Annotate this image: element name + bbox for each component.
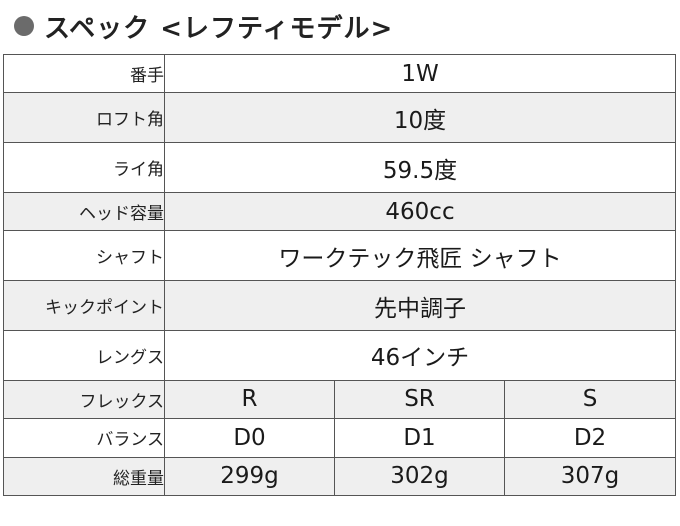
spec-value: R	[164, 379, 335, 420]
spec-row-head-volume: ヘッド容量 460cc	[3, 191, 677, 232]
spec-row-total-weight: 総重量 299g 302g 307g	[3, 456, 677, 497]
bullet-circle-icon	[14, 16, 34, 36]
spec-label: バランス	[3, 418, 165, 458]
spec-label: 番手	[3, 53, 165, 94]
spec-row-flex: フレックス R SR S	[3, 379, 677, 420]
spec-value: D0	[164, 418, 335, 458]
spec-value: ワークテック飛匠 シャフト	[163, 230, 677, 282]
spec-label: ロフト角	[3, 92, 165, 144]
spec-row-kick-point: キックポイント 先中調子	[3, 280, 677, 331]
spec-value: SR	[334, 379, 505, 420]
spec-label: 総重量	[3, 456, 165, 497]
spec-value: 302g	[334, 456, 505, 497]
spec-row-balance: バランス D0 D1 D2	[3, 418, 677, 458]
section-title: スペック <レフティモデル>	[44, 13, 394, 44]
spec-row-loft: ロフト角 10度	[3, 92, 677, 144]
spec-row-shaft: シャフト ワークテック飛匠 シャフト	[3, 230, 677, 282]
spec-value: 460cc	[163, 191, 677, 232]
spec-label: シャフト	[3, 230, 165, 282]
spec-label: ヘッド容量	[3, 191, 165, 232]
spec-value: 10度	[163, 92, 677, 144]
section-heading: スペック <レフティモデル>	[14, 8, 393, 44]
spec-value: 先中調子	[163, 280, 677, 331]
spec-value: D1	[334, 418, 505, 458]
spec-row-lie: ライ角 59.5度	[3, 142, 677, 193]
spec-label: ライ角	[3, 142, 165, 193]
spec-value: 59.5度	[163, 142, 677, 193]
spec-value: 307g	[503, 456, 677, 497]
spec-label: フレックス	[3, 379, 165, 420]
spec-label: キックポイント	[3, 280, 165, 331]
spec-value: S	[503, 379, 677, 420]
spec-value: D2	[503, 418, 677, 458]
spec-table: 番手 1W ロフト角 10度 ライ角 59.5度 ヘッド容量 460cc シャフ…	[3, 53, 677, 497]
spec-row-number: 番手 1W	[3, 53, 677, 94]
spec-value: 1W	[163, 53, 677, 94]
spec-value: 299g	[164, 456, 335, 497]
spec-value: 46インチ	[163, 329, 677, 381]
spec-label: レングス	[3, 329, 165, 381]
spec-row-length: レングス 46インチ	[3, 329, 677, 381]
